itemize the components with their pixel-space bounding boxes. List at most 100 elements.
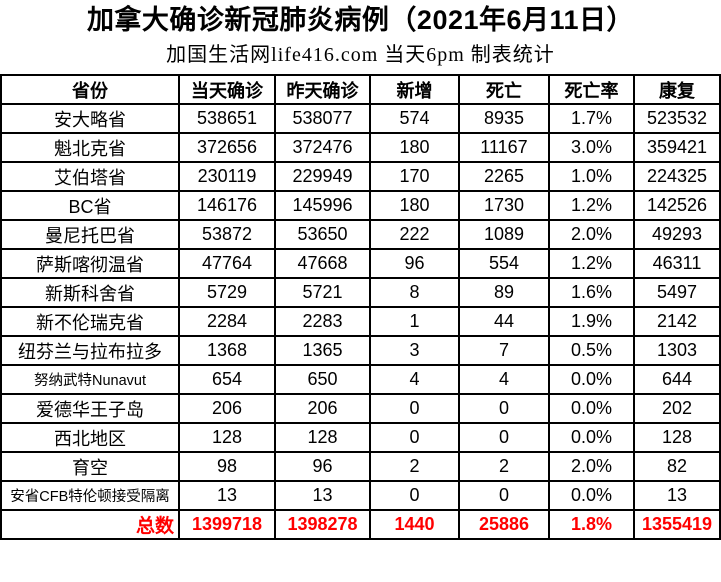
table-row: 曼尼托巴省 53872 53650 222 1089 2.0% 49293 bbox=[0, 219, 721, 250]
value-cell: 180 bbox=[369, 190, 460, 221]
column-header-1: 当天确诊 bbox=[178, 74, 276, 105]
value-cell: 1730 bbox=[458, 190, 550, 221]
page: 加拿大确诊新冠肺炎病例（2021年6月11日） 加国生活网life416.com… bbox=[0, 4, 721, 582]
table-row: 安省CFB特伦顿接受隔离 13 13 0 0 0.0% 13 bbox=[0, 480, 721, 511]
value-cell: 0 bbox=[369, 480, 460, 511]
province-name: 育空 bbox=[0, 451, 180, 482]
value-cell: 359421 bbox=[633, 132, 721, 163]
value-cell: 1.2% bbox=[548, 248, 635, 279]
table-row: 西北地区 128 128 0 0 0.0% 128 bbox=[0, 422, 721, 453]
value-cell: 0.0% bbox=[548, 480, 635, 511]
page-title: 加拿大确诊新冠肺炎病例（2021年6月11日） bbox=[86, 5, 635, 35]
value-cell: 1368 bbox=[178, 335, 276, 366]
table-row: 萨斯喀彻温省 47764 47668 96 554 1.2% 46311 bbox=[0, 248, 721, 279]
table-body: 安大略省 538651 538077 574 8935 1.7% 523532 魁北克省 372… bbox=[0, 103, 721, 540]
value-cell: 5721 bbox=[274, 277, 371, 308]
value-cell: 1089 bbox=[458, 219, 550, 250]
table-row: 艾伯塔省 230119 229949 170 2265 1.0% 224325 bbox=[0, 161, 721, 192]
table-header: 省份 当天确诊 昨天确诊 新增 死亡 死亡率 康复 bbox=[0, 74, 721, 105]
value-cell: 1398278 bbox=[274, 509, 371, 540]
province-name: 爱德华王子岛 bbox=[0, 393, 180, 424]
value-cell: 1440 bbox=[369, 509, 460, 540]
value-cell: 146176 bbox=[178, 190, 276, 221]
province-name: 魁北克省 bbox=[0, 132, 180, 163]
value-cell: 2265 bbox=[458, 161, 550, 192]
table-row: 努纳武特Nunavut 654 650 4 4 0.0% 644 bbox=[0, 364, 721, 395]
value-cell: 128 bbox=[633, 422, 721, 453]
value-cell: 142526 bbox=[633, 190, 721, 221]
value-cell: 53650 bbox=[274, 219, 371, 250]
value-cell: 13 bbox=[178, 480, 276, 511]
value-cell: 4 bbox=[369, 364, 460, 395]
province-name: BC省 bbox=[0, 190, 180, 221]
value-cell: 82 bbox=[633, 451, 721, 482]
column-header-6: 康复 bbox=[633, 74, 721, 105]
province-name: 安省CFB特伦顿接受隔离 bbox=[0, 480, 180, 511]
value-cell: 46311 bbox=[633, 248, 721, 279]
value-cell: 3.0% bbox=[548, 132, 635, 163]
value-cell: 0.0% bbox=[548, 422, 635, 453]
header-row: 省份 当天确诊 昨天确诊 新增 死亡 死亡率 康复 bbox=[0, 74, 721, 105]
value-cell: 1303 bbox=[633, 335, 721, 366]
value-cell: 2283 bbox=[274, 306, 371, 337]
value-cell: 128 bbox=[178, 422, 276, 453]
province-name: 努纳武特Nunavut bbox=[0, 364, 180, 395]
value-cell: 89 bbox=[458, 277, 550, 308]
table-row: 魁北克省 372656 372476 180 11167 3.0% 359421 bbox=[0, 132, 721, 163]
value-cell: 53872 bbox=[178, 219, 276, 250]
page-subtitle: 加国生活网life416.com 当天6pm 制表统计 bbox=[166, 44, 555, 66]
province-name: 艾伯塔省 bbox=[0, 161, 180, 192]
value-cell: 0.5% bbox=[548, 335, 635, 366]
value-cell: 1.7% bbox=[548, 103, 635, 134]
value-cell: 644 bbox=[633, 364, 721, 395]
value-cell: 206 bbox=[178, 393, 276, 424]
value-cell: 1355419 bbox=[633, 509, 721, 540]
value-cell: 554 bbox=[458, 248, 550, 279]
value-cell: 49293 bbox=[633, 219, 721, 250]
value-cell: 523532 bbox=[633, 103, 721, 134]
province-name: 新不伦瑞克省 bbox=[0, 306, 180, 337]
value-cell: 3 bbox=[369, 335, 460, 366]
value-cell: 654 bbox=[178, 364, 276, 395]
table-row: 爱德华王子岛 206 206 0 0 0.0% 202 bbox=[0, 393, 721, 424]
value-cell: 0 bbox=[458, 422, 550, 453]
column-header-0: 省份 bbox=[0, 74, 180, 105]
table-row: 安大略省 538651 538077 574 8935 1.7% 523532 bbox=[0, 103, 721, 134]
value-cell: 0 bbox=[369, 393, 460, 424]
value-cell: 650 bbox=[274, 364, 371, 395]
column-header-3: 新增 bbox=[369, 74, 460, 105]
table-row: 育空 98 96 2 2 2.0% 82 bbox=[0, 451, 721, 482]
province-name: 西北地区 bbox=[0, 422, 180, 453]
column-header-4: 死亡 bbox=[458, 74, 550, 105]
value-cell: 2284 bbox=[178, 306, 276, 337]
value-cell: 2.0% bbox=[548, 219, 635, 250]
province-name: 萨斯喀彻温省 bbox=[0, 248, 180, 279]
value-cell: 96 bbox=[369, 248, 460, 279]
value-cell: 1.9% bbox=[548, 306, 635, 337]
total-row: 总数 1399718 1398278 1440 25886 1.8% 1355419 bbox=[0, 509, 721, 540]
value-cell: 1365 bbox=[274, 335, 371, 366]
value-cell: 47764 bbox=[178, 248, 276, 279]
value-cell: 8 bbox=[369, 277, 460, 308]
value-cell: 180 bbox=[369, 132, 460, 163]
value-cell: 1.8% bbox=[548, 509, 635, 540]
value-cell: 372476 bbox=[274, 132, 371, 163]
value-cell: 574 bbox=[369, 103, 460, 134]
value-cell: 13 bbox=[633, 480, 721, 511]
table-row: 新斯科舍省 5729 5721 8 89 1.6% 5497 bbox=[0, 277, 721, 308]
table-row: 新不伦瑞克省 2284 2283 1 44 1.9% 2142 bbox=[0, 306, 721, 337]
value-cell: 1 bbox=[369, 306, 460, 337]
province-name: 纽芬兰与拉布拉多 bbox=[0, 335, 180, 366]
province-name: 安大略省 bbox=[0, 103, 180, 134]
value-cell: 372656 bbox=[178, 132, 276, 163]
value-cell: 0 bbox=[458, 480, 550, 511]
value-cell: 128 bbox=[274, 422, 371, 453]
value-cell: 1.0% bbox=[548, 161, 635, 192]
value-cell: 202 bbox=[633, 393, 721, 424]
value-cell: 11167 bbox=[458, 132, 550, 163]
value-cell: 206 bbox=[274, 393, 371, 424]
value-cell: 5497 bbox=[633, 277, 721, 308]
value-cell: 170 bbox=[369, 161, 460, 192]
value-cell: 96 bbox=[274, 451, 371, 482]
covid-stats-table: 省份 当天确诊 昨天确诊 新增 死亡 死亡率 康复 安大略省 538651 538077 574 8… bbox=[0, 74, 721, 540]
